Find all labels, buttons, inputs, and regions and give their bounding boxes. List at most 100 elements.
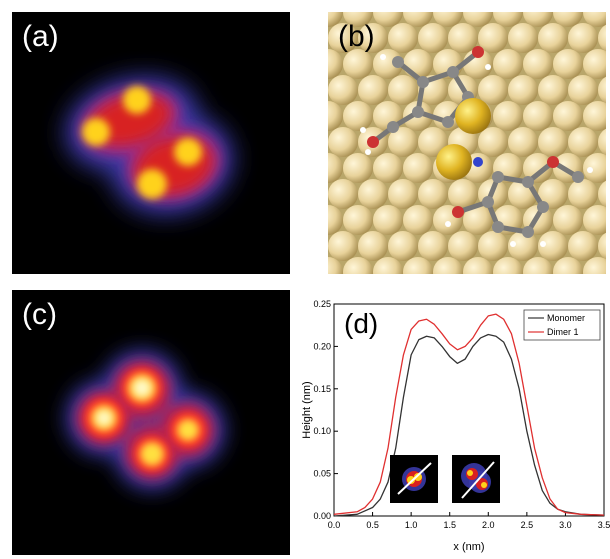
surface-atom — [553, 12, 583, 27]
surface-atom — [553, 101, 583, 131]
surface-atom — [343, 257, 373, 274]
legend-label-dimer: Dimer 1 — [547, 327, 579, 337]
surface-atom — [598, 232, 606, 260]
surface-atom — [373, 12, 403, 27]
surface-atom — [478, 23, 508, 53]
surface-atom — [493, 49, 523, 79]
surface-atom — [328, 12, 343, 27]
surface-atom — [523, 101, 553, 131]
gold-adatom-2 — [436, 144, 472, 180]
surface-atom — [538, 23, 568, 53]
surface-atom — [403, 205, 433, 235]
surface-atom — [448, 23, 478, 53]
surface-atom — [583, 153, 606, 183]
surface-atom — [568, 179, 598, 209]
legend: Monomer Dimer 1 — [523, 309, 601, 341]
surface-atom — [328, 231, 358, 261]
surface-atom — [343, 101, 373, 131]
molecular-model-b: (b) — [328, 12, 606, 274]
surface-atom — [493, 12, 523, 27]
x-tick-label: 1.5 — [443, 520, 456, 530]
surface-atom — [328, 153, 343, 183]
surface-atom — [493, 101, 523, 131]
surface-atom — [508, 127, 538, 157]
x-tick-label: 0.0 — [328, 520, 341, 530]
y-tick-label: 0.05 — [313, 469, 331, 479]
x-tick-label: 1.0 — [405, 520, 418, 530]
surface-atom — [343, 205, 373, 235]
surface-atom — [523, 49, 553, 79]
surface-atom — [358, 231, 388, 261]
panel-label-d: (d) — [344, 308, 379, 339]
surface-atom — [508, 23, 538, 53]
surface-atom — [583, 12, 606, 27]
surface-atom — [418, 231, 448, 261]
surface-atom — [583, 49, 606, 79]
surface-atom — [553, 205, 583, 235]
surface-atom — [508, 75, 538, 105]
panel-label-a: (a) — [22, 20, 59, 53]
surface-atom — [448, 231, 478, 261]
surface-atom — [538, 231, 568, 261]
surface-atom — [523, 153, 553, 183]
x-tick-label: 2.0 — [482, 520, 495, 530]
surface-atom — [373, 257, 403, 274]
surface-atom — [358, 23, 388, 53]
series-line-monomer — [333, 333, 605, 517]
surface-atom — [568, 127, 598, 157]
surface-atom — [358, 75, 388, 105]
surface-atom — [388, 75, 418, 105]
surface-atom — [568, 75, 598, 105]
surface-atom — [493, 257, 523, 274]
chart-svg: 0.0 0.5 1.0 1.5 2.0 2.5 3.0 3.5 0.00 0.05 0.10 0.15… — [301, 299, 610, 553]
surface-atom — [523, 12, 553, 27]
surface-atom — [388, 179, 418, 209]
surface-atom — [388, 127, 418, 157]
panel-label-c: (c) — [22, 298, 57, 331]
surface-atom — [403, 12, 433, 27]
surface-atom — [598, 128, 606, 156]
x-tick-label: 3.5 — [598, 520, 610, 530]
molecule-1 — [360, 46, 491, 155]
x-axis-label: x (nm) — [453, 541, 484, 553]
surface-atom — [598, 180, 606, 208]
surface-atom — [583, 101, 606, 131]
surface-atom — [328, 205, 343, 235]
x-tick-label: 0.5 — [366, 520, 379, 530]
surface-atom — [463, 205, 493, 235]
surface-atom — [388, 23, 418, 53]
stm-image-c: (c) — [12, 290, 290, 555]
surface-atom — [418, 127, 448, 157]
surface-atom — [343, 49, 373, 79]
y-tick-label: 0.25 — [313, 299, 331, 309]
molecule-2 — [445, 156, 593, 247]
gold-adatom-1 — [455, 98, 491, 134]
surface-atom — [433, 12, 463, 27]
molecular-model-graphic — [328, 12, 606, 274]
surface-atom — [508, 231, 538, 261]
inset-monomer — [390, 455, 438, 503]
surface-atom — [553, 257, 583, 274]
y-tick-label: 0.20 — [313, 341, 331, 351]
surface-atom — [328, 23, 358, 53]
surface-atom — [328, 127, 358, 157]
surface-atom — [583, 257, 606, 274]
surface-atom — [463, 257, 493, 274]
legend-label-monomer: Monomer — [547, 313, 585, 323]
x-tick-label: 2.5 — [521, 520, 534, 530]
height-profile-chart: 0.0 0.5 1.0 1.5 2.0 2.5 3.0 3.5 0.00 0.05 0.10 0.15… — [298, 290, 610, 559]
surface-atom — [568, 23, 598, 53]
y-tick-label: 0.10 — [313, 426, 331, 436]
surface-atom — [403, 153, 433, 183]
y-tick-label: 0.15 — [313, 384, 331, 394]
surface-atom — [373, 205, 403, 235]
x-tick-label: 3.0 — [559, 520, 572, 530]
surface-atom — [478, 231, 508, 261]
series-line-dimer-1 — [333, 313, 605, 516]
surface-atom — [538, 179, 568, 209]
surface-atom — [553, 49, 583, 79]
surface-atom — [328, 179, 358, 209]
stm-image-c-graphic — [12, 290, 290, 555]
surface-atom — [568, 231, 598, 261]
surface-atom — [478, 127, 508, 157]
